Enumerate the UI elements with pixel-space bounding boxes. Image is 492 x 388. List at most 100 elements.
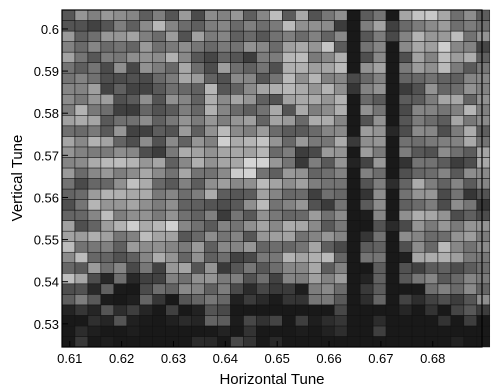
heatmap-cell [61,136,76,148]
heatmap-cell [113,104,128,116]
heatmap-cell [346,178,361,190]
heatmap-cell [372,230,387,242]
heatmap-cell [437,167,452,179]
heatmap-cell [126,83,141,95]
heatmap-cell [476,30,491,42]
heatmap-cell [269,241,283,253]
heatmap-cell [463,115,478,127]
y-tick-label: 0.53 [34,317,59,332]
heatmap-cell [321,241,335,253]
heatmap-cell [113,251,128,264]
heatmap-cell [359,157,374,169]
heatmap-cell [152,241,166,253]
heatmap-cell [61,262,76,274]
heatmap-cell [424,178,439,190]
heatmap-cell [178,188,192,200]
heatmap-cell [424,136,439,148]
heatmap-cell [217,83,231,95]
heatmap-cell [359,241,374,253]
heatmap-cell [126,294,141,306]
heatmap-cell [398,72,413,84]
heatmap-cell [450,325,465,337]
heatmap-cell [217,188,231,200]
heatmap-cell [243,315,257,327]
heatmap-cell [269,209,283,221]
heatmap-cell [178,273,192,285]
heatmap-cell [411,188,426,200]
heatmap-cell [243,251,257,264]
heatmap-cell [269,251,283,264]
heatmap-cell [230,51,244,63]
heatmap-cell [333,304,348,316]
heatmap-cell [295,241,309,253]
heatmap-cell [61,62,76,74]
heatmap-cell [424,251,439,264]
heatmap-cell [450,178,465,190]
heatmap-cell [372,188,387,200]
heatmap-cell [450,125,465,137]
heatmap-cell [152,41,166,53]
heatmap-cell [333,146,348,158]
heatmap-cell [372,62,387,74]
heatmap-cell [476,188,491,200]
heatmap-cell [359,273,374,285]
heatmap-cell [282,209,296,221]
heatmap-cell [230,157,244,169]
heatmap-cell [411,209,426,221]
heatmap-cell [152,51,166,63]
heatmap-cell [87,41,102,53]
heatmap-cell [308,283,322,295]
heatmap-cell [204,115,218,127]
heatmap-cell [411,220,426,232]
heatmap-cell [385,9,400,21]
heatmap-cell [191,294,205,306]
heatmap-cell [282,136,296,148]
heatmap-cell [113,283,128,295]
heatmap-cell [243,178,257,190]
heatmap-cell [333,51,348,63]
heatmap-cell [269,315,283,327]
heatmap-cell [282,220,296,232]
heatmap-cell [308,294,322,306]
heatmap-cell [87,188,102,200]
heatmap-cell [346,241,361,253]
heatmap-cell [308,136,322,148]
heatmap-cell [398,304,413,316]
heatmap-cell [100,146,115,158]
heatmap-cell [295,325,309,337]
heatmap-cell [308,9,322,21]
heatmap-cell [269,62,283,74]
heatmap-cell [282,178,296,190]
heatmap-cell [476,157,491,169]
heatmap-cell [269,104,283,116]
heatmap-cell [126,62,141,74]
heatmap-cell [243,94,257,106]
heatmap-cell [424,273,439,285]
heatmap-cell [61,209,76,221]
heatmap-cell [398,157,413,169]
heatmap-cell [321,51,335,63]
heatmap-cell [282,188,296,200]
heatmap-cell [256,188,270,200]
heatmap-cell [333,273,348,285]
heatmap-cell [100,188,115,200]
heatmap-cell [333,115,348,127]
heatmap-cell [139,283,153,295]
heatmap-cell [230,30,244,42]
heatmap-cell [152,262,166,274]
heatmap-cell [113,315,128,327]
heatmap-cell [87,94,102,106]
heatmap-cell [113,178,128,190]
heatmap-cell [359,188,374,200]
heatmap-cell [139,315,153,327]
heatmap-cell [126,199,141,211]
heatmap-cell [113,294,128,306]
heatmap-cell [411,146,426,158]
plot-frame [61,9,483,348]
heatmap-cell [178,104,192,116]
heatmap-cell [126,336,141,348]
heatmap-cell [139,273,153,285]
heatmap-cell [100,125,115,137]
heatmap-cell [230,41,244,53]
heatmap-cell [398,209,413,221]
